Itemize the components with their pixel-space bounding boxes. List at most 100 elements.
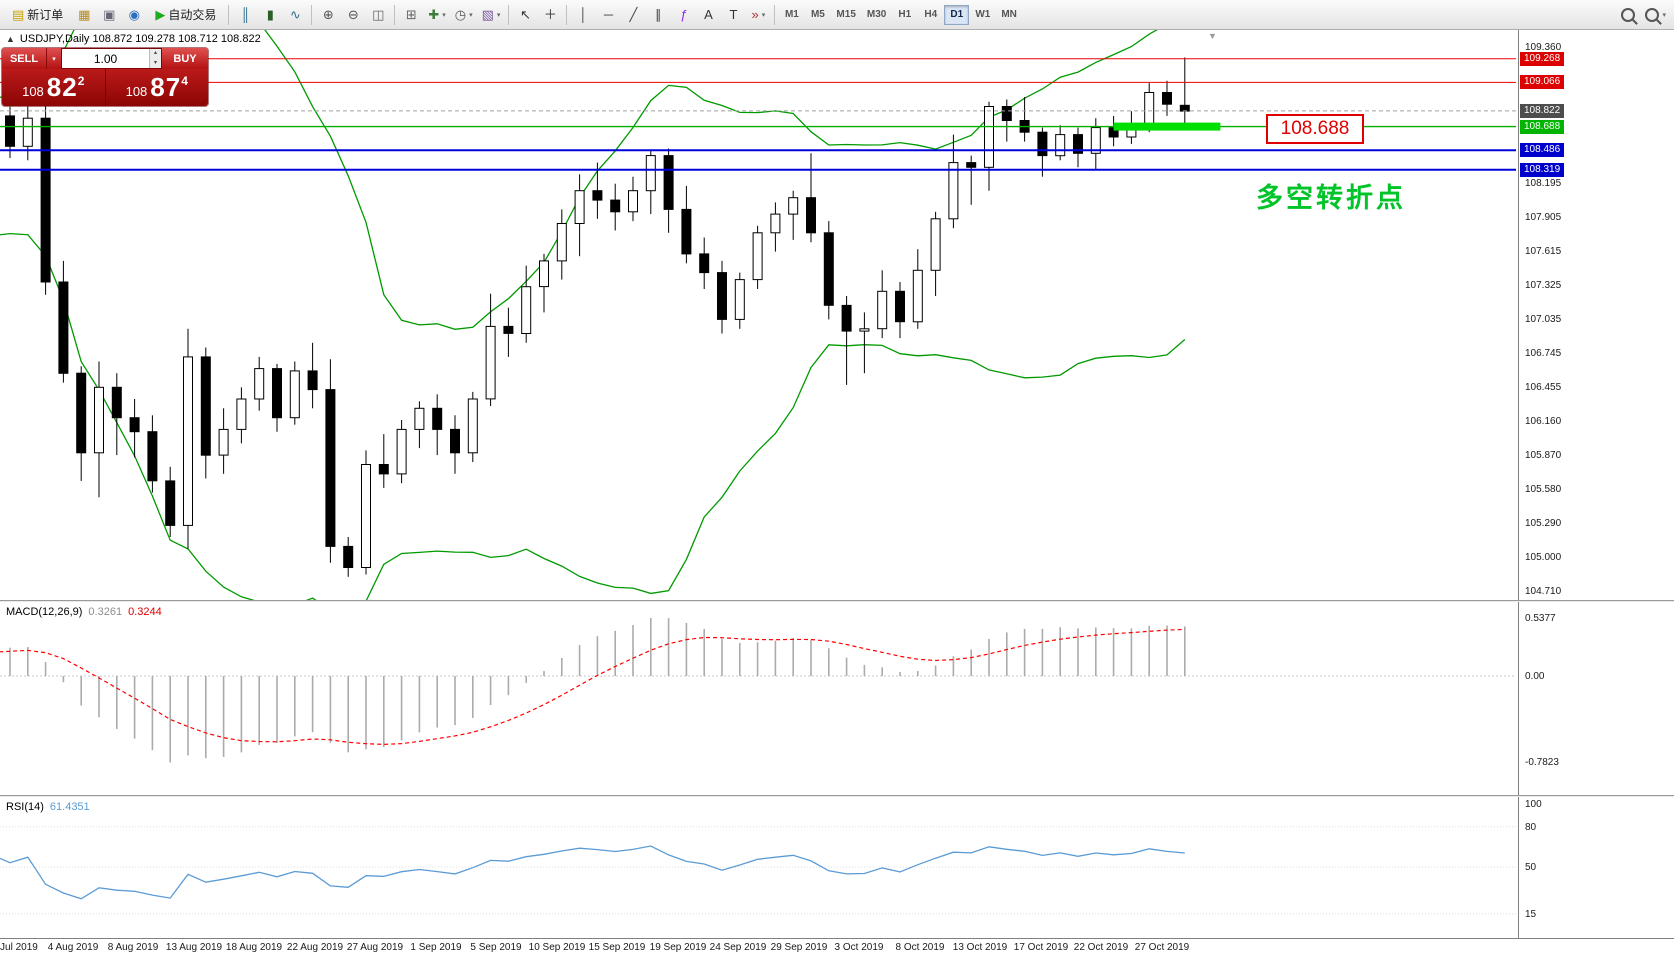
price-axis-label: 106.745 [1525, 348, 1562, 359]
date-label: 8 Aug 2019 [107, 942, 159, 953]
arrows-button[interactable]: » ▾ [746, 3, 770, 27]
zoom-in-icon: ⊕ [322, 7, 334, 22]
print-button[interactable]: ▣ [97, 3, 121, 27]
macd-name: MACD(12,26,9) [6, 606, 83, 618]
quick-search-button[interactable]: ▾ [1641, 3, 1670, 27]
candle-body [734, 279, 745, 320]
panel-splitter[interactable] [0, 600, 1674, 602]
new-order-icon: ▤ [12, 7, 25, 22]
sell-options-caret[interactable]: ▾ [46, 48, 61, 69]
search-icon [1621, 7, 1636, 22]
preview-icon: ◉ [128, 7, 140, 22]
price-axis[interactable]: 109.360 109.268 109.066 108.822 108.688 108.4… [1518, 30, 1674, 938]
candle-body [76, 372, 87, 454]
timeframe-m1-button[interactable]: M1 [779, 5, 804, 25]
new-window-button[interactable]: ⊞ [399, 3, 423, 27]
candle-body [414, 407, 425, 430]
timeframe-d1-button[interactable]: D1 [944, 4, 970, 25]
auto-trading-play-icon: ▶ [155, 7, 166, 22]
template-icon: ▧ [481, 7, 494, 22]
timeframe-mn-button[interactable]: MN [996, 5, 1022, 25]
crosshair-button[interactable]: ＋ [538, 3, 562, 27]
macd-histogram [9, 618, 1186, 763]
shapes-button[interactable]: ✚ ▾ [424, 3, 449, 27]
auto-trading-button[interactable]: ▶ 自动交易 [147, 3, 224, 27]
price-axis-label: 104.710 [1525, 586, 1562, 597]
horizontal-line-button[interactable]: ─ [596, 3, 620, 27]
macd-panel[interactable] [0, 602, 1518, 795]
rsi-label: RSI(14) 61.4351 [6, 801, 90, 813]
shapes-icon: ✚ [428, 7, 440, 22]
date-label: 29 Sep 2019 [770, 942, 828, 953]
candle-body [40, 117, 51, 283]
toolbar-separator [566, 4, 568, 25]
zoom-in-button[interactable]: ⊕ [316, 3, 340, 27]
candle-body [1037, 131, 1048, 157]
channel-button[interactable]: ∥ [646, 3, 670, 27]
candle-body [1179, 104, 1190, 112]
macd-axis-label: 0.5377 [1525, 613, 1556, 624]
date-label: 19 Sep 2019 [649, 942, 707, 953]
turning-point-annotation: 多空转折点 [1256, 183, 1406, 213]
buy-price-int: 108 [125, 84, 148, 99]
highlight-segment[interactable] [1113, 122, 1221, 131]
one-click-collapse-icon[interactable]: ▲ [6, 34, 15, 44]
text-label-button[interactable]: T [721, 3, 745, 27]
buy-button[interactable]: BUY [162, 48, 208, 69]
chart-candles-button[interactable]: ▮ [258, 3, 282, 27]
macd-signal-value: 0.3244 [128, 606, 162, 618]
panel-splitter[interactable] [0, 795, 1674, 797]
candle-body [645, 155, 656, 192]
candle-body [841, 304, 852, 332]
cursor-button[interactable]: ↖ [513, 3, 537, 27]
sell-price-button[interactable]: 108 82 2 [2, 69, 106, 106]
chart-bars-button[interactable]: ║ [233, 3, 257, 27]
new-order-label: 新订单 [27, 8, 64, 22]
sell-button[interactable]: SELL [2, 48, 46, 69]
tile-windows-button[interactable]: ◫ [366, 3, 390, 27]
timeframe-m15-button[interactable]: M15 [831, 5, 860, 25]
timeframe-w1-button[interactable]: W1 [970, 5, 995, 25]
timeframe-m30-button[interactable]: M30 [862, 5, 891, 25]
date-axis[interactable]: 30 Jul 2019 4 Aug 2019 8 Aug 2019 13 Aug 20… [0, 938, 1674, 956]
candle-body [183, 356, 193, 526]
chart-line-button[interactable]: ∿ [283, 3, 307, 27]
candle-body [948, 162, 959, 220]
candle-body [361, 464, 371, 568]
text-button[interactable]: A [696, 3, 720, 27]
search-button[interactable] [1616, 3, 1640, 27]
fibonacci-button[interactable]: ƒ [671, 3, 695, 27]
new-order-button[interactable]: ▤ 新订单 [4, 3, 71, 27]
vertical-line-button[interactable]: │ [571, 3, 595, 27]
zoom-out-button[interactable]: ⊖ [341, 3, 365, 27]
timeframe-m5-button[interactable]: M5 [805, 5, 830, 25]
timeframe-h4-button[interactable]: H4 [918, 5, 943, 25]
price-badge-current: 108.822 [1520, 104, 1565, 118]
candle-body [396, 428, 407, 475]
symbol-ohlc-text: USDJPY,Daily 108.872 109.278 108.712 108… [19, 33, 261, 45]
candle-body [485, 325, 496, 400]
date-label: 17 Oct 2019 [1013, 942, 1069, 953]
date-label: 8 Oct 2019 [895, 942, 945, 953]
periods-button[interactable]: ◷ ▾ [451, 3, 477, 27]
price-level-label[interactable]: 108.688 [1266, 114, 1364, 144]
candle-body [218, 428, 229, 456]
buy-price-button[interactable]: 108 87 4 [105, 69, 208, 106]
toolbar-separator [228, 4, 230, 25]
rsi-panel[interactable] [0, 797, 1518, 938]
price-axis-label: 107.905 [1525, 212, 1562, 223]
main-chart[interactable] [0, 30, 1518, 600]
profiles-button[interactable]: ▦ [72, 3, 96, 27]
volume-input[interactable] [62, 49, 150, 68]
chart-shift-marker[interactable]: ▼ [1208, 31, 1217, 41]
templates-button[interactable]: ▧ ▾ [478, 3, 505, 27]
volume-up-button[interactable]: ▴ [150, 49, 161, 59]
text-icon: A [704, 7, 713, 22]
price-axis-label: 107.325 [1525, 280, 1562, 291]
volume-down-button[interactable]: ▾ [150, 59, 161, 69]
chart-ohlc-line: ▲ USDJPY,Daily 108.872 109.278 108.712 1… [6, 33, 261, 45]
candle-body [699, 253, 710, 274]
preview-button[interactable]: ◉ [122, 3, 146, 27]
timeframe-h1-button[interactable]: H1 [892, 5, 917, 25]
trendline-button[interactable]: ╱ [621, 3, 645, 27]
